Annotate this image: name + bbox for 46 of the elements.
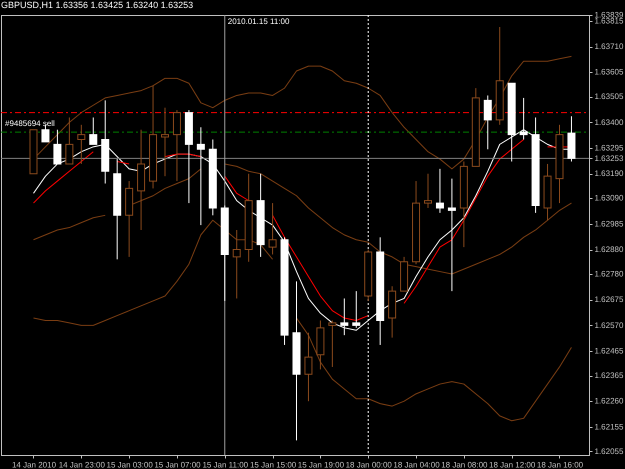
candlestick: [424, 173, 432, 208]
x-tick-label: 18 Jan 16:00: [536, 460, 584, 469]
y-tick-label: 1.63090: [594, 194, 624, 203]
y-tick-label: 1.63710: [594, 42, 624, 52]
y-tick-label: 1.62780: [594, 270, 624, 279]
y-tick-label: 1.62365: [594, 371, 624, 380]
candlestick: [268, 202, 277, 255]
y-tick-label: 1.62985: [594, 219, 624, 228]
x-tick-label: 15 Jan 19:00: [298, 460, 345, 469]
y-tick-label: 1.62570: [594, 320, 624, 330]
candlestick: [448, 178, 456, 292]
x-tick-label: 15 Jan 03:00: [106, 460, 154, 469]
candlestick: [77, 124, 86, 164]
x-tick-label: 15 Jan 07:00: [154, 460, 202, 469]
chart-title: GBPUSD,H1 1.63356 1.63425 1.63240 1.63253: [1, 0, 194, 10]
candlestick: [160, 107, 169, 177]
y-tick-label: 1.62675: [594, 295, 624, 304]
candlestick: [304, 332, 312, 402]
candlestick: [232, 229, 241, 299]
candlestick: [172, 110, 181, 182]
x-tick-label: 18 Jan 00:00: [346, 460, 392, 469]
y-tick-label: 1.63605: [594, 68, 624, 77]
x-tick-label: 18 Jan 08:00: [441, 460, 488, 469]
candlestick: [352, 290, 360, 328]
candlestick: [436, 168, 444, 214]
y-tick-label: 1.62260: [594, 396, 624, 406]
x-tick-label: 18 Jan 12:00: [489, 460, 536, 469]
x-tick-label: 15 Jan 11:00: [202, 460, 249, 469]
candlestick: [484, 94, 492, 150]
y-tick-label: 1.63253: [594, 154, 624, 163]
candlestick: [65, 116, 74, 164]
x-tick-label: 18 Jan 04:00: [393, 460, 440, 469]
y-tick-label: 1.63190: [594, 169, 624, 178]
y-tick-label: 1.62155: [594, 422, 624, 432]
y-tick-label: 1.62465: [594, 346, 624, 356]
ref-line-label: 2010.01.15 11:00: [228, 17, 290, 26]
y-tick-label: 1.63505: [594, 92, 624, 102]
y-tick-label: 1.62055: [594, 446, 624, 456]
candlestick: [328, 320, 336, 368]
x-tick-label: 14 Jan 23:00: [58, 460, 106, 469]
y-tick-label: 1.62880: [594, 245, 624, 254]
ref-line-label: #9485694 sell: [5, 119, 56, 128]
x-tick-label: 14 Jan 2010: [12, 460, 57, 469]
y-tick-label: 1.63295: [594, 144, 624, 153]
x-tick-label: 15 Jan 15:00: [250, 460, 297, 469]
y-tick-label: 1.63400: [594, 118, 624, 127]
